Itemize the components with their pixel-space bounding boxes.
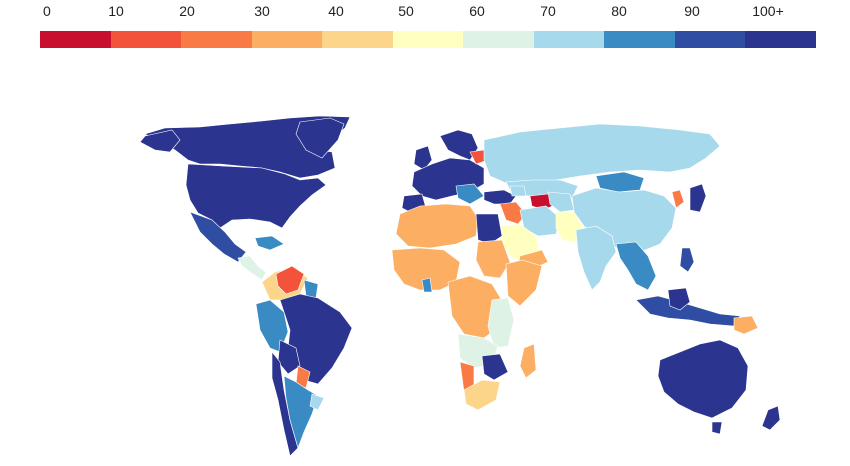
philippines	[679, 247, 695, 273]
uk	[413, 145, 433, 171]
papua	[733, 315, 759, 335]
bolivia	[277, 339, 301, 375]
usa	[185, 163, 327, 229]
zimbabwe-mozambique	[481, 353, 509, 381]
chile	[271, 351, 299, 457]
color-legend: 0 10 20 30 40 50 60 70 80 90 100+	[40, 0, 817, 50]
legend-swatch	[463, 31, 534, 48]
india	[575, 225, 617, 291]
legend-swatch	[110, 31, 182, 48]
legend-swatch	[322, 31, 393, 48]
greenland	[295, 117, 345, 159]
egypt	[475, 213, 503, 245]
legend-label: 20	[179, 3, 195, 19]
madagascar	[519, 343, 537, 379]
legend-color-bar	[40, 31, 817, 48]
north-africa	[395, 203, 479, 249]
legend-labels: 0 10 20 30 40 50 60 70 80 90 100+	[40, 3, 816, 21]
south-africa	[463, 379, 501, 411]
legend-label: 30	[254, 3, 270, 19]
legend-label: 100+	[752, 3, 784, 19]
west-africa	[391, 247, 461, 291]
japan	[689, 183, 707, 213]
legend-swatch	[745, 31, 817, 48]
legend-label: 70	[540, 3, 556, 19]
legend-label: 50	[398, 3, 414, 19]
east-africa	[487, 297, 515, 349]
legend-swatch	[392, 31, 464, 48]
central-asia	[547, 191, 575, 213]
legend-swatch	[674, 31, 746, 48]
tasmania	[711, 421, 723, 435]
mongolia	[595, 171, 645, 193]
legend-label: 90	[684, 3, 700, 19]
legend-swatch	[40, 31, 111, 48]
legend-swatch	[533, 31, 605, 48]
legend-swatch	[251, 31, 323, 48]
legend-label: 10	[108, 3, 124, 19]
legend-label: 60	[469, 3, 485, 19]
central-america	[237, 255, 267, 281]
sudan	[475, 239, 511, 279]
afghanistan-pakistan	[555, 211, 583, 243]
mexico	[189, 211, 247, 263]
southeast-asia	[615, 241, 657, 291]
venezuela	[275, 265, 305, 295]
australia	[657, 339, 749, 419]
uruguay	[309, 393, 325, 411]
horn-of-africa	[505, 259, 543, 307]
legend-label: 0	[43, 3, 51, 19]
legend-label: 40	[328, 3, 344, 19]
legend-swatch	[604, 31, 675, 48]
korea	[671, 189, 685, 209]
ghana	[421, 277, 433, 293]
legend-swatch	[181, 31, 252, 48]
alaska	[139, 129, 181, 153]
balkans	[455, 183, 485, 205]
legend-label: 80	[611, 3, 627, 19]
new-zealand	[761, 405, 781, 431]
argentina	[283, 375, 319, 449]
paraguay	[295, 365, 311, 389]
caribbean	[254, 235, 285, 251]
borneo	[667, 287, 691, 311]
caucasus	[509, 185, 527, 197]
